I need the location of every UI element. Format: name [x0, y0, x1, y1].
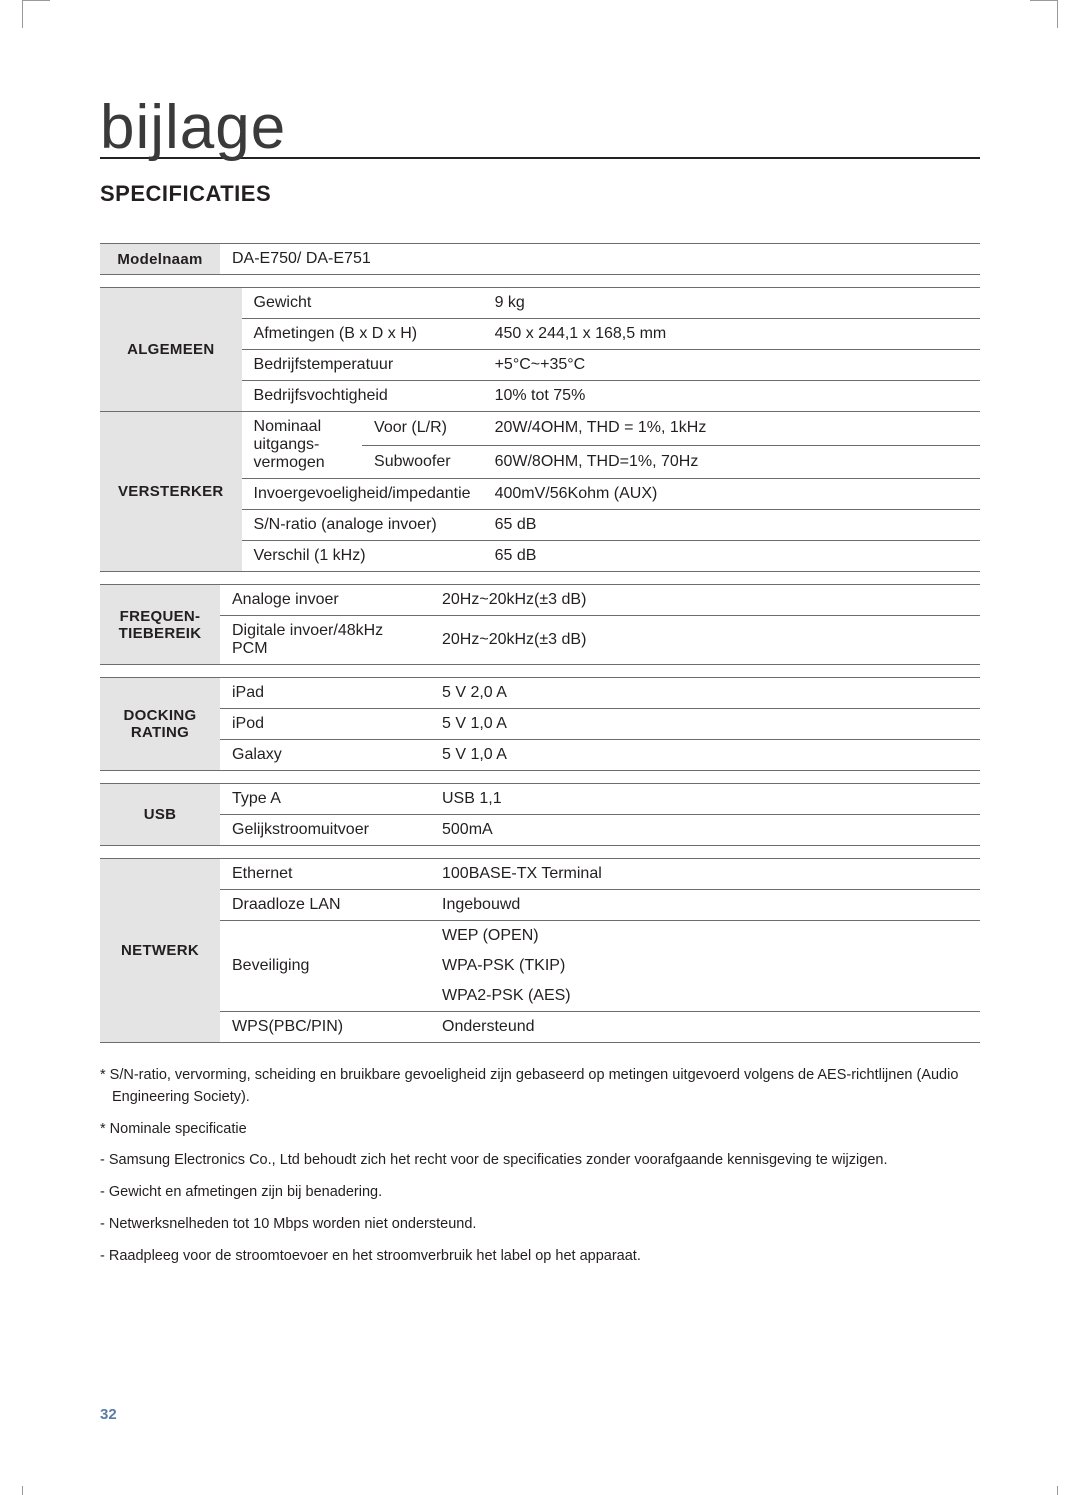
spec-value: 450 x 244,1 x 168,5 mm: [483, 319, 980, 350]
table-row: Modelnaam DA-E750/ DA-E751: [100, 244, 980, 275]
table-freq: FREQUEN-TIEBEREIK Analoge invoer 20Hz~20…: [100, 584, 980, 665]
spec-value: 9 kg: [483, 288, 980, 319]
table-row: ALGEMEEN Gewicht 9 kg: [100, 288, 980, 319]
table-row: FREQUEN-TIEBEREIK Analoge invoer 20Hz~20…: [100, 585, 980, 616]
category-label: NETWERK: [112, 942, 208, 959]
crop-mark: [22, 0, 50, 28]
spec-label: Verschil (1 kHz): [242, 541, 483, 572]
spec-sublabel: Voor (L/R): [362, 412, 483, 446]
spec-value: 20W/4OHM, THD = 1%, 1kHz: [483, 412, 980, 446]
spec-label: Ethernet: [220, 859, 430, 890]
page-number: 32: [100, 1406, 117, 1423]
footnote: - Raadpleeg voor de stroomtoevoer en het…: [100, 1246, 980, 1268]
table-usb: USB Type A USB 1,1 Gelijkstroomuitvoer 5…: [100, 783, 980, 846]
spec-label: WPS(PBC/PIN): [220, 1012, 430, 1043]
table-gap: [100, 771, 980, 783]
table-row: WPS(PBC/PIN) Ondersteund: [100, 1012, 980, 1043]
spec-value: Ingebouwd: [430, 890, 980, 921]
table-row: Beveiliging WEP (OPEN): [100, 921, 980, 952]
spec-value: USB 1,1: [430, 784, 980, 815]
spec-value: 5 V 1,0 A: [430, 740, 980, 771]
spec-label: Bedrijfstemperatuur: [242, 350, 483, 381]
table-dock: DOCKING RATING iPad 5 V 2,0 A iPod 5 V 1…: [100, 677, 980, 771]
spec-label: Gelijkstroomuitvoer: [220, 815, 430, 846]
spec-value: Ondersteund: [430, 1012, 980, 1043]
spec-value: 100BASE-TX Terminal: [430, 859, 980, 890]
spec-label: Afmetingen (B x D x H): [242, 319, 483, 350]
spec-label: Invoergevoeligheid/impedantie: [242, 479, 483, 510]
spec-value: 10% tot 75%: [483, 381, 980, 412]
model-value: DA-E750/ DA-E751: [220, 244, 980, 275]
table-row: Gelijkstroomuitvoer 500mA: [100, 815, 980, 846]
table-gap: [100, 275, 980, 287]
page: bijlage SPECIFICATIES Modelnaam DA-E750/…: [0, 0, 1080, 1495]
section-title: SPECIFICATIES: [100, 181, 980, 207]
crop-mark: [22, 1486, 50, 1495]
table-gap: [100, 846, 980, 858]
spec-label: Type A: [220, 784, 430, 815]
spec-value: 60W/8OHM, THD=1%, 70Hz: [483, 445, 980, 479]
document-title: bijlage: [100, 92, 980, 163]
table-gap: [100, 572, 980, 584]
table-general: ALGEMEEN Gewicht 9 kg Afmetingen (B x D …: [100, 287, 980, 572]
table-gap: [100, 665, 980, 677]
spec-value: WPA2-PSK (AES): [430, 981, 980, 1012]
model-label: Modelnaam: [100, 244, 220, 275]
crop-mark: [1030, 1486, 1058, 1495]
spec-label: Beveiliging: [220, 921, 430, 1012]
category-label: USB: [112, 806, 208, 823]
table-row: Galaxy 5 V 1,0 A: [100, 740, 980, 771]
spec-label: Digitale invoer/48kHz PCM: [220, 616, 430, 665]
spec-value: 5 V 2,0 A: [430, 678, 980, 709]
spec-label: Bedrijfsvochtigheid: [242, 381, 483, 412]
spec-label: iPod: [220, 709, 430, 740]
footnote: * S/N-ratio, vervorming, scheiding en br…: [100, 1065, 980, 1109]
category-label: VERSTERKER: [112, 483, 230, 500]
table-row: iPod 5 V 1,0 A: [100, 709, 980, 740]
table-row: Digitale invoer/48kHz PCM 20Hz~20kHz(±3 …: [100, 616, 980, 665]
table-row: USB Type A USB 1,1: [100, 784, 980, 815]
spec-value: 5 V 1,0 A: [430, 709, 980, 740]
spec-value: WPA-PSK (TKIP): [430, 951, 980, 981]
spec-value: WEP (OPEN): [430, 921, 980, 952]
table-row: NETWERK Ethernet 100BASE-TX Terminal: [100, 859, 980, 890]
category-label: FREQUEN-TIEBEREIK: [112, 608, 208, 642]
spec-value: +5°C~+35°C: [483, 350, 980, 381]
table-row: Draadloze LAN Ingebouwd: [100, 890, 980, 921]
table-row: VERSTERKER Nominaal uitgangs-vermogen Vo…: [100, 412, 980, 446]
spec-label: Analoge invoer: [220, 585, 430, 616]
spec-label: S/N-ratio (analoge invoer): [242, 510, 483, 541]
footnote: - Gewicht en afmetingen zijn bij benader…: [100, 1182, 980, 1204]
category-label: DOCKING RATING: [112, 707, 208, 741]
spec-label: iPad: [220, 678, 430, 709]
crop-mark: [1030, 0, 1058, 28]
spec-label: Draadloze LAN: [220, 890, 430, 921]
footnote: - Netwerksnelheden tot 10 Mbps worden ni…: [100, 1214, 980, 1236]
spec-value: 20Hz~20kHz(±3 dB): [430, 616, 980, 665]
footnote: - Samsung Electronics Co., Ltd behoudt z…: [100, 1150, 980, 1172]
footnote: * Nominale specificatie: [100, 1119, 980, 1141]
spec-value: 65 dB: [483, 541, 980, 572]
spec-value: 400mV/56Kohm (AUX): [483, 479, 980, 510]
spec-value: 65 dB: [483, 510, 980, 541]
spec-value: 20Hz~20kHz(±3 dB): [430, 585, 980, 616]
table-model: Modelnaam DA-E750/ DA-E751: [100, 243, 980, 275]
footnotes: * S/N-ratio, vervorming, scheiding en br…: [100, 1065, 980, 1267]
spec-value: 500mA: [430, 815, 980, 846]
category-label: ALGEMEEN: [112, 341, 230, 358]
spec-label: Gewicht: [242, 288, 483, 319]
content-area: bijlage SPECIFICATIES Modelnaam DA-E750/…: [100, 92, 980, 1277]
spec-tables: Modelnaam DA-E750/ DA-E751 ALGEMEEN Gewi…: [100, 243, 980, 1043]
spec-label: Nominaal uitgangs-vermogen: [242, 412, 363, 479]
table-network: NETWERK Ethernet 100BASE-TX Terminal Dra…: [100, 858, 980, 1043]
spec-label: Galaxy: [220, 740, 430, 771]
spec-sublabel: Subwoofer: [362, 445, 483, 479]
table-row: DOCKING RATING iPad 5 V 2,0 A: [100, 678, 980, 709]
